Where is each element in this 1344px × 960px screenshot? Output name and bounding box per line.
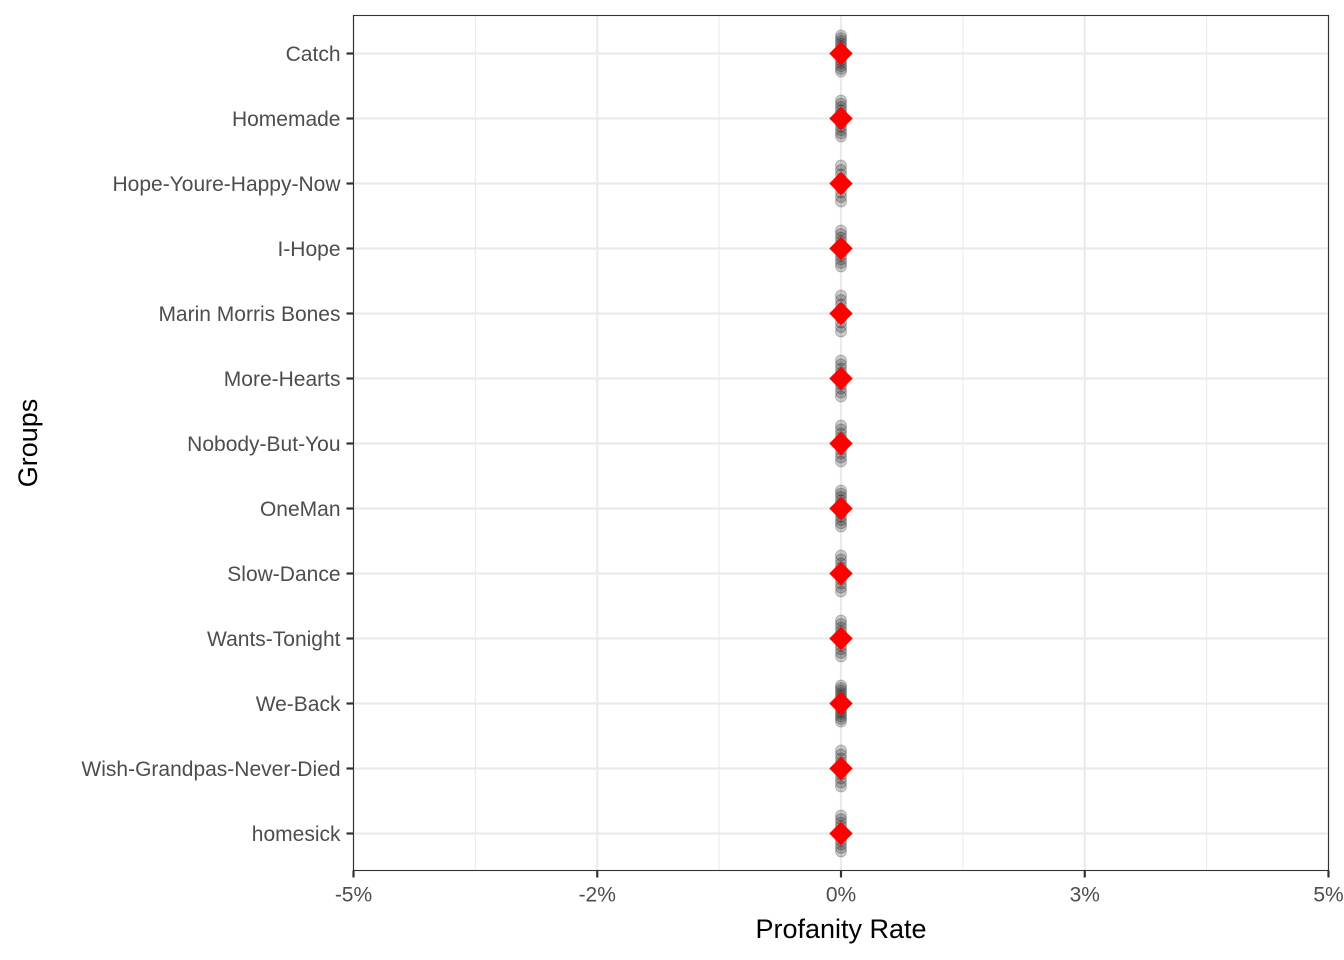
mean-marker xyxy=(829,366,853,391)
x-tick-label: 3% xyxy=(1070,884,1100,907)
data-point xyxy=(835,549,847,562)
y-tick-label: We-Back xyxy=(256,693,341,716)
data-point xyxy=(835,65,847,78)
y-tick-label: Catch xyxy=(286,43,341,66)
data-point xyxy=(835,130,847,143)
data-point xyxy=(835,354,847,367)
y-tick-label: Homemade xyxy=(232,108,341,131)
y-tick-label: I-Hope xyxy=(277,238,340,261)
x-tick-label: 5% xyxy=(1313,884,1343,907)
data-point xyxy=(835,419,847,432)
data-point xyxy=(835,159,847,172)
x-axis: -5% -2% 0% 3% 5% xyxy=(335,870,1344,907)
data-point xyxy=(835,325,847,338)
mean-marker xyxy=(829,301,853,326)
data-point xyxy=(835,715,847,728)
x-tick-label: -2% xyxy=(579,884,616,907)
y-tick-label: Slow-Dance xyxy=(227,563,340,586)
data-point xyxy=(835,679,847,692)
data-point xyxy=(835,614,847,627)
mean-marker xyxy=(829,756,853,781)
data-point xyxy=(835,845,847,858)
mean-marker xyxy=(829,561,853,586)
y-tick-label: Marin Morris Bones xyxy=(158,303,340,326)
mean-marker xyxy=(829,171,853,196)
x-axis-title: Profanity Rate xyxy=(755,914,926,944)
mean-marker xyxy=(829,236,853,261)
x-tick-label: 0% xyxy=(826,884,856,907)
data-point xyxy=(835,744,847,757)
y-tick-label: More-Hearts xyxy=(224,368,341,391)
y-tick-label: homesick xyxy=(252,823,341,846)
data-point xyxy=(835,260,847,273)
data-point xyxy=(835,195,847,208)
mean-marker xyxy=(829,626,853,651)
data-point xyxy=(835,94,847,107)
mean-marker xyxy=(829,496,853,521)
x-tick-label: -5% xyxy=(335,884,372,907)
data-point xyxy=(835,289,847,302)
mean-marker xyxy=(829,106,853,131)
y-tick-label: Nobody-But-You xyxy=(187,433,340,456)
y-tick-label: Hope-Youre-Happy-Now xyxy=(112,173,341,196)
mean-marker xyxy=(829,821,853,846)
data-point xyxy=(835,650,847,663)
mean-markers xyxy=(829,41,853,846)
data-point xyxy=(835,29,847,42)
y-axis-title: Groups xyxy=(13,399,43,488)
mean-marker xyxy=(829,41,853,66)
data-point xyxy=(835,390,847,403)
y-tick-label: Wish-Grandpas-Never-Died xyxy=(81,758,340,781)
data-point xyxy=(835,809,847,822)
y-axis: Catch Homemade Hope-Youre-Happy-Now I-Hope M… xyxy=(81,43,354,846)
mean-marker xyxy=(829,691,853,716)
mean-marker xyxy=(829,431,853,456)
data-point xyxy=(835,484,847,497)
y-tick-label: OneMan xyxy=(260,498,341,521)
y-tick-label: Wants-Tonight xyxy=(207,628,341,651)
data-point xyxy=(835,780,847,793)
data-point xyxy=(835,520,847,533)
data-point xyxy=(835,585,847,598)
data-point xyxy=(835,224,847,237)
data-point xyxy=(835,455,847,468)
